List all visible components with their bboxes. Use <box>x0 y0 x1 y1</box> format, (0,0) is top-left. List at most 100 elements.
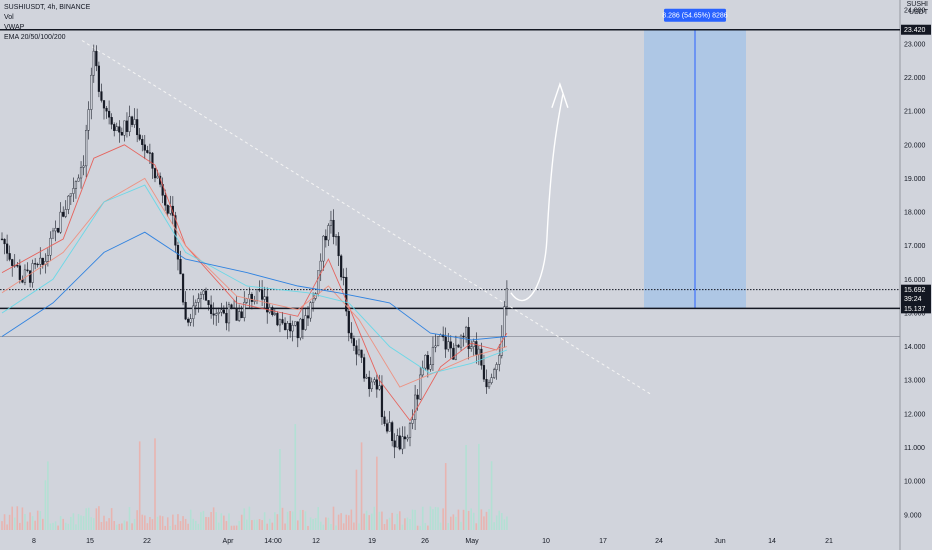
candle-body <box>283 322 287 331</box>
volume-bar <box>325 517 327 530</box>
volume-bar <box>401 524 404 530</box>
candle-body <box>57 228 60 233</box>
volume-bar <box>465 445 467 530</box>
volume-bar <box>54 521 57 530</box>
volume-bar <box>353 522 355 530</box>
volume-bar <box>75 524 77 530</box>
candle-body <box>380 385 384 418</box>
candle-body <box>69 193 72 197</box>
candle-body <box>23 269 27 283</box>
x-tick-label: 12 <box>312 538 320 545</box>
y-tick-label: 19.000 <box>904 176 926 183</box>
volume-bar <box>1 521 3 530</box>
candle-body <box>327 225 330 241</box>
legend-ema[interactable]: EMA 20/50/100/200 <box>4 34 66 41</box>
volume-bar <box>337 514 340 530</box>
volume-bar <box>358 523 360 530</box>
volume-bar <box>80 515 82 530</box>
volume-bar <box>70 516 72 530</box>
candle-body <box>138 134 141 140</box>
volume-bar <box>276 514 279 530</box>
legend-symbol[interactable]: SUSHIUSDT, 4h, BINANCE <box>4 4 91 11</box>
volume-bar <box>95 508 98 530</box>
candle-body <box>304 315 307 330</box>
candle-body <box>227 304 231 324</box>
candle-body <box>332 219 335 237</box>
volume-bar <box>62 518 64 530</box>
target-label: 8.286 (54.65%) 8286 <box>662 13 727 20</box>
candle-body <box>164 195 167 206</box>
candle-body <box>95 50 98 67</box>
candle-body <box>118 126 121 133</box>
candle-body <box>324 235 327 241</box>
volume-bar <box>503 519 506 530</box>
volume-bar <box>52 522 54 530</box>
volume-bar <box>263 512 266 530</box>
axis-header-text: SUSHI <box>907 1 928 8</box>
candle-body <box>120 132 123 136</box>
candle-body <box>209 304 213 314</box>
y-tick-label: 10.000 <box>904 479 926 486</box>
candle-body <box>378 385 381 390</box>
ema-line <box>1 231 507 341</box>
volume-bar <box>258 519 261 530</box>
volume-bar <box>429 506 432 530</box>
y-tick-label: 11.000 <box>904 445 925 452</box>
candle-body <box>452 347 455 360</box>
candle-body <box>148 152 151 154</box>
candle-body <box>54 228 57 232</box>
candle-body <box>436 336 440 347</box>
candle-body <box>447 341 450 350</box>
volume-bar <box>294 424 297 530</box>
x-tick-label: 19 <box>368 538 376 545</box>
volume-bar <box>483 516 485 530</box>
volume-bar <box>271 522 274 530</box>
x-tick-label: May <box>465 538 479 545</box>
candle-body <box>485 379 488 388</box>
candle-body <box>342 276 345 279</box>
candle-body <box>82 165 85 168</box>
candle-body <box>273 312 276 315</box>
volume-bar <box>307 525 309 530</box>
legend-volume[interactable]: Vol <box>4 14 14 21</box>
y-tick-label: 24.000 <box>904 8 926 15</box>
candle-body <box>429 364 432 370</box>
volume-bar <box>299 510 302 530</box>
volume-bar <box>64 522 67 530</box>
candle-body <box>457 344 460 348</box>
volume-bar <box>26 521 29 530</box>
candle-body <box>85 130 88 167</box>
volume-bar <box>457 509 460 530</box>
volume-bar <box>36 510 39 530</box>
candle-body <box>26 269 29 271</box>
legend-vwap[interactable]: VWAP <box>4 24 25 31</box>
volume-bar <box>200 512 202 530</box>
volume-bar <box>159 515 161 530</box>
volume-bar <box>284 523 286 530</box>
volume-bar <box>113 520 115 530</box>
volume-bar <box>314 518 317 530</box>
volume-bar <box>121 523 123 530</box>
volume-bar <box>462 509 465 530</box>
candle-body <box>261 289 264 300</box>
candle-body <box>202 290 205 295</box>
y-tick-label: 20.000 <box>904 142 926 149</box>
candle-body <box>416 394 419 400</box>
volume-bar <box>322 524 325 530</box>
x-tick-label: Apr <box>223 538 235 545</box>
candle-body <box>340 255 343 278</box>
volume-bar <box>118 523 121 530</box>
volume-bar <box>103 515 105 530</box>
volume-bar <box>317 507 319 530</box>
volume-bar <box>447 523 450 530</box>
volume-bar <box>44 480 47 530</box>
candle-body <box>230 304 233 308</box>
candle-body <box>373 379 376 383</box>
candle-body <box>136 119 139 136</box>
target-label-bg <box>664 8 726 22</box>
volume-bar <box>235 525 238 530</box>
candle-body <box>51 230 55 239</box>
volume-bar <box>345 514 348 530</box>
price-tag-label: 15.137 <box>904 306 926 313</box>
